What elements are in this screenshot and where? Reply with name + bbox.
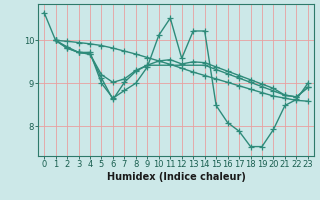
- X-axis label: Humidex (Indice chaleur): Humidex (Indice chaleur): [107, 172, 245, 182]
